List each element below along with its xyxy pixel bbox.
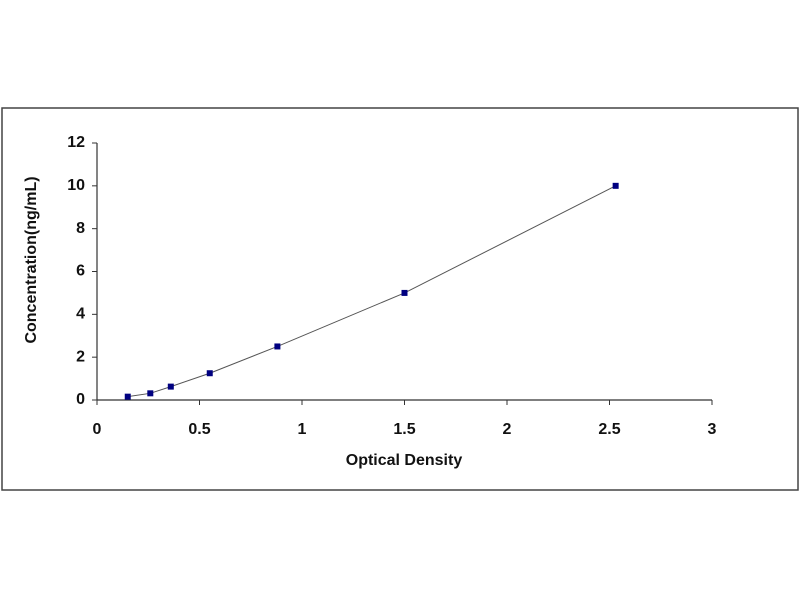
point (147, 390, 154, 397)
point (167, 383, 174, 390)
y-tick-label: 4 (76, 306, 85, 323)
y-tick-label: 0 (76, 391, 85, 408)
y-tick-label: 12 (67, 134, 85, 151)
x-axis-title: Optical Density (346, 452, 463, 469)
y-tick-label: 10 (67, 177, 85, 194)
x-tick-label: 2.5 (598, 421, 620, 438)
x-tick-label: 1 (298, 421, 307, 438)
x-tick-label: 2 (503, 421, 512, 438)
point (612, 182, 619, 189)
x-tick-label: 1.5 (393, 421, 415, 438)
y-tick-label: 8 (76, 220, 85, 237)
point (401, 289, 408, 296)
chart-frame (1, 107, 799, 491)
y-tick-label: 2 (76, 348, 85, 365)
x-tick-label: 3 (708, 421, 717, 438)
y-tick-label: 6 (76, 263, 85, 280)
point (124, 393, 131, 400)
x-tick-label: 0.5 (188, 421, 210, 438)
point (206, 370, 213, 377)
y-axis-title: Concentration(ng/mL) (23, 176, 40, 343)
point (274, 343, 281, 350)
x-tick-label: 0 (93, 421, 102, 438)
